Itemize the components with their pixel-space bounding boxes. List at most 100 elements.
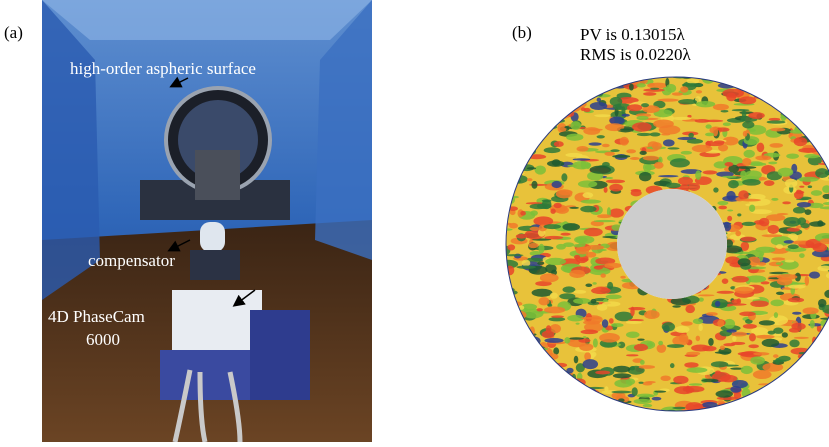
texture xyxy=(784,393,791,398)
texture xyxy=(788,298,804,303)
texture xyxy=(522,260,531,267)
texture xyxy=(574,290,587,294)
texture xyxy=(789,340,799,348)
texture xyxy=(783,396,802,404)
texture xyxy=(591,299,597,304)
texture xyxy=(557,403,573,407)
texture xyxy=(825,403,829,406)
texture xyxy=(504,107,513,114)
texture xyxy=(502,166,508,170)
texture xyxy=(523,393,528,399)
texture xyxy=(764,180,775,186)
texture xyxy=(547,387,566,389)
texture xyxy=(535,165,546,174)
texture xyxy=(786,406,804,409)
texture xyxy=(792,91,810,96)
texture xyxy=(658,175,678,177)
texture xyxy=(686,78,699,83)
texture xyxy=(734,287,753,294)
texture xyxy=(686,352,700,356)
texture xyxy=(727,209,733,211)
texture xyxy=(791,377,807,384)
texture xyxy=(613,366,630,373)
annotation: high-order aspheric surface xyxy=(70,59,256,78)
texture xyxy=(526,345,545,352)
texture xyxy=(714,140,725,143)
texture xyxy=(560,90,575,92)
texture xyxy=(810,126,829,135)
texture xyxy=(796,76,801,85)
texture xyxy=(749,205,755,212)
texture xyxy=(511,387,523,392)
texture xyxy=(509,399,524,402)
texture xyxy=(520,211,526,216)
texture xyxy=(636,394,654,398)
texture xyxy=(791,323,805,330)
texture xyxy=(594,220,616,222)
texture xyxy=(540,273,559,282)
texture xyxy=(602,236,616,238)
texture xyxy=(609,184,623,192)
texture xyxy=(604,152,615,156)
texture xyxy=(713,187,718,192)
texture xyxy=(583,320,600,324)
texture xyxy=(602,144,610,147)
texture xyxy=(617,75,623,82)
texture xyxy=(523,80,535,84)
texture xyxy=(739,312,756,317)
texture xyxy=(805,276,809,286)
texture xyxy=(809,271,820,278)
center-hole xyxy=(617,189,727,299)
texture xyxy=(546,372,553,378)
texture xyxy=(588,85,597,88)
texture xyxy=(538,297,549,305)
texture xyxy=(680,86,688,92)
texture xyxy=(563,242,574,247)
texture xyxy=(738,405,748,415)
texture xyxy=(762,397,781,404)
texture xyxy=(739,96,756,104)
texture xyxy=(815,168,829,178)
texture xyxy=(503,95,514,101)
texture xyxy=(738,190,749,200)
texture xyxy=(817,396,829,405)
texture xyxy=(740,171,746,180)
texture xyxy=(617,104,621,108)
texture xyxy=(531,181,537,189)
texture xyxy=(678,99,697,104)
texture xyxy=(544,338,563,343)
texture xyxy=(698,324,702,331)
texture xyxy=(505,113,515,120)
texture xyxy=(657,344,667,353)
texture xyxy=(534,363,542,371)
texture xyxy=(628,307,645,310)
texture xyxy=(534,345,540,354)
texture xyxy=(743,77,749,85)
texture xyxy=(720,346,725,350)
texture xyxy=(510,124,524,127)
texture xyxy=(662,322,675,331)
texture xyxy=(762,407,780,409)
texture xyxy=(517,154,522,163)
texture xyxy=(511,171,521,175)
texture xyxy=(626,321,642,324)
texture xyxy=(543,366,558,368)
texture xyxy=(732,380,748,388)
texture xyxy=(788,400,794,404)
texture xyxy=(743,131,748,137)
texture xyxy=(521,72,542,79)
texture xyxy=(800,223,809,228)
texture xyxy=(802,307,818,314)
texture xyxy=(578,400,595,405)
texture xyxy=(565,392,582,395)
texture xyxy=(640,151,647,155)
texture xyxy=(616,75,631,80)
texture xyxy=(570,121,581,130)
texture xyxy=(820,88,824,91)
texture xyxy=(604,263,621,269)
texture xyxy=(516,399,522,402)
texture xyxy=(722,176,737,178)
texture xyxy=(510,379,531,389)
texture xyxy=(717,201,728,205)
texture xyxy=(742,179,761,186)
